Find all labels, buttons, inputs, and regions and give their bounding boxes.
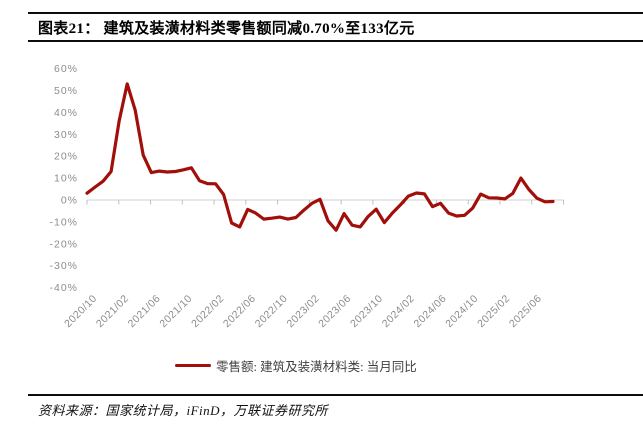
x-axis-label: 2022/06: [221, 293, 258, 330]
x-axis-label: 2023/02: [284, 293, 321, 330]
y-axis-label: -40%: [49, 282, 78, 294]
x-axis-label: 2024/10: [443, 293, 480, 330]
y-axis-label: 50%: [54, 85, 78, 97]
x-axis-label: 2023/06: [316, 293, 353, 330]
x-axis-label: 2022/10: [253, 293, 290, 330]
y-axis-label: 30%: [54, 129, 78, 141]
footer-rule: [28, 394, 643, 397]
title-top-rule: [28, 12, 643, 15]
x-axis-label: 2025/06: [507, 293, 544, 330]
series-line: [85, 82, 555, 232]
y-axis-label: 60%: [54, 63, 78, 75]
chart-legend: 零售额: 建筑及装潢材料类: 当月同比: [175, 356, 417, 375]
x-axis-label: 2021/06: [126, 293, 163, 330]
legend-series-label: 零售额: 建筑及装潢材料类: 当月同比: [216, 360, 417, 374]
y-axis-label: -10%: [49, 216, 78, 228]
x-axis-label: 2025/02: [475, 293, 512, 330]
y-axis-label: 0%: [61, 195, 78, 207]
y-axis-label: 10%: [54, 173, 78, 185]
y-axis-label: 40%: [54, 107, 78, 119]
title-bottom-rule: [28, 40, 643, 43]
x-axis-label: 2024/02: [380, 293, 417, 330]
x-axis-label: 2024/06: [412, 293, 449, 330]
x-axis-label: 2022/02: [189, 293, 226, 330]
legend-line-swatch: [175, 363, 211, 368]
figure-title: 图表21： 建筑及装潢材料类零售额同减0.70%至133亿元: [38, 21, 415, 37]
x-axis-label: 2020/10: [62, 293, 99, 330]
y-axis-label: 20%: [54, 151, 78, 163]
source-note: 资料来源：国家统计局，iFinD，万联证券研究所: [38, 403, 329, 418]
x-axis-label: 2021/02: [94, 293, 131, 330]
y-axis-label: -20%: [49, 238, 78, 250]
x-axis-label: 2021/10: [157, 293, 194, 330]
y-axis-label: -30%: [49, 260, 78, 272]
x-axis-label: 2023/10: [348, 293, 385, 330]
